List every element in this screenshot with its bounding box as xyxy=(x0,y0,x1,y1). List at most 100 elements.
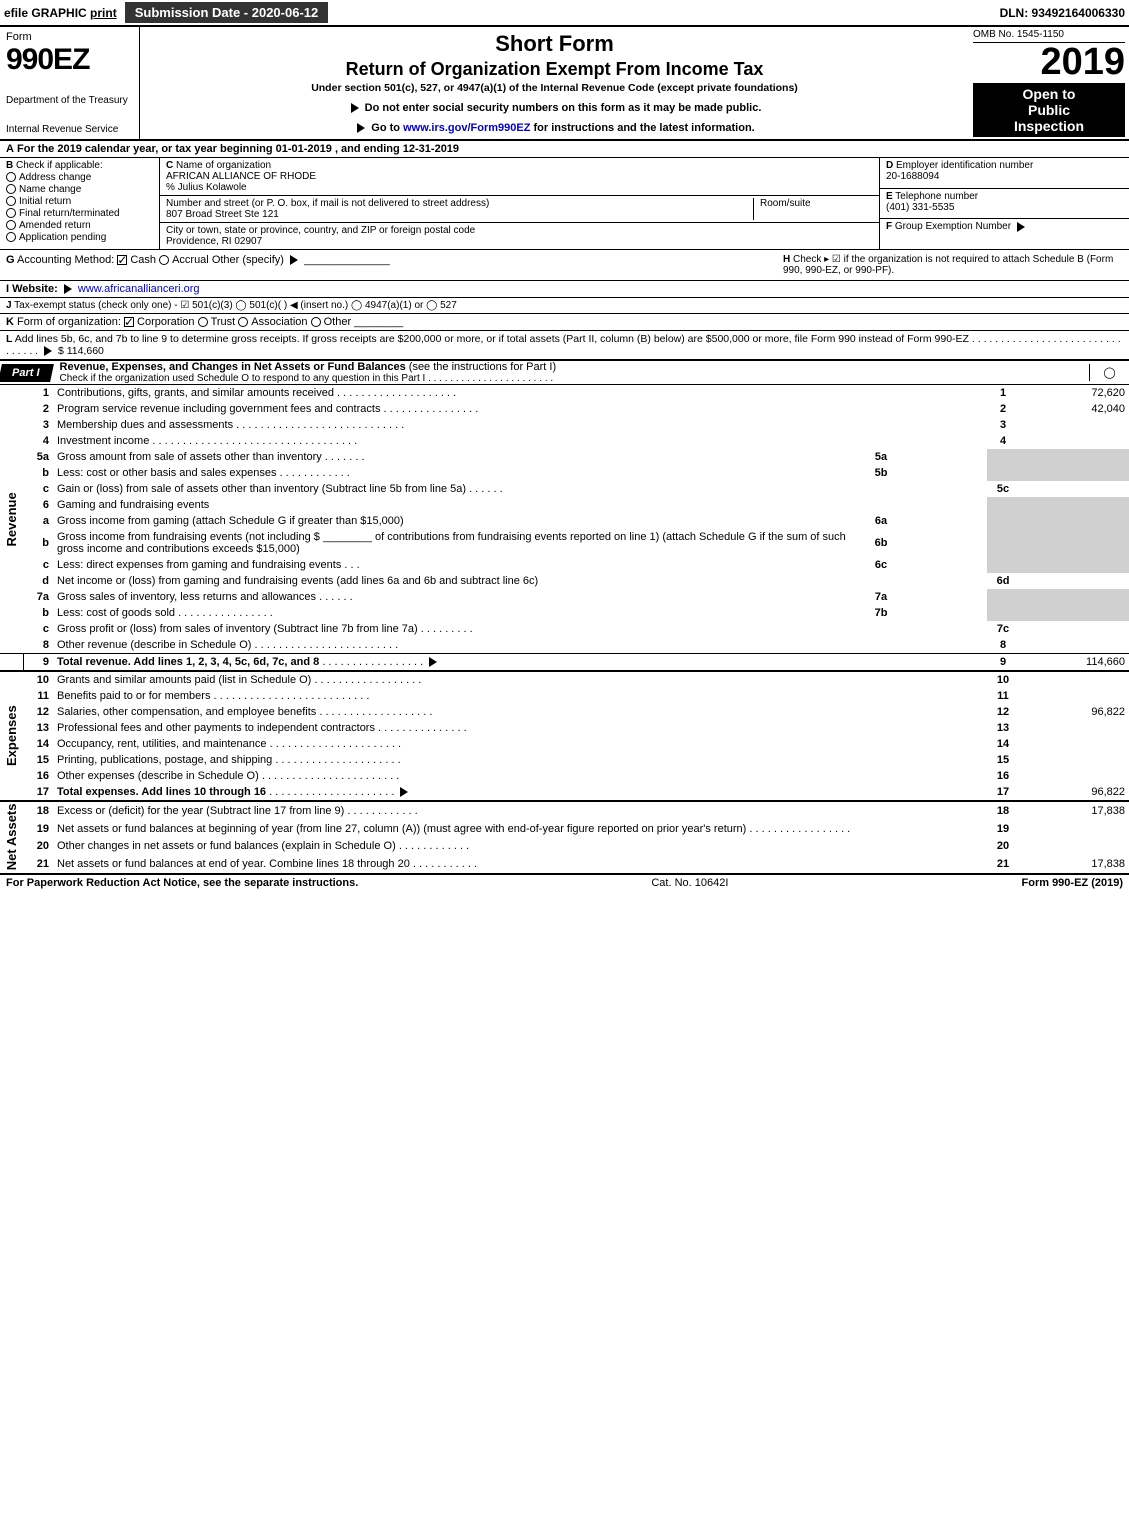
under-section: Under section 501(c), 527, or 4947(a)(1)… xyxy=(148,82,961,94)
line-10-value xyxy=(1019,671,1129,688)
table-row: 19 Net assets or fund balances at beginn… xyxy=(0,820,1129,838)
form-ref: Form 990-EZ (2019) xyxy=(1022,877,1124,889)
telephone: (401) 331-5535 xyxy=(886,202,954,213)
goto-line: Go to www.irs.gov/Form990EZ for instruct… xyxy=(148,122,961,134)
arrow-icon xyxy=(351,103,359,113)
table-row: 3 Membership dues and assessments . . . … xyxy=(0,417,1129,433)
table-row: 9 Total revenue. Add lines 1, 2, 3, 4, 5… xyxy=(0,654,1129,672)
table-row: 13 Professional fees and other payments … xyxy=(0,720,1129,736)
part-1-title: Revenue, Expenses, and Changes in Net As… xyxy=(60,361,1089,384)
irs-label: Internal Revenue Service xyxy=(6,124,133,135)
line-8-value xyxy=(1019,637,1129,654)
irs-link[interactable]: www.irs.gov/Form990EZ xyxy=(403,122,530,134)
efile-label: efile GRAPHIC print xyxy=(4,6,117,20)
table-row: 17 Total expenses. Add lines 10 through … xyxy=(0,784,1129,801)
part-1-tab: Part I xyxy=(0,364,53,382)
line-3-value xyxy=(1019,417,1129,433)
check-trust[interactable] xyxy=(198,317,208,327)
arrow-icon xyxy=(44,346,52,356)
tax-year: 2019 xyxy=(973,43,1125,81)
net-assets-side-label: Net Assets xyxy=(0,801,23,873)
line-1-value: 72,620 xyxy=(1019,385,1129,401)
schedule-b-check: Check ▸ ☑ if the organization is not req… xyxy=(783,254,1113,276)
line-21-value: 17,838 xyxy=(1019,855,1129,873)
table-row: 4 Investment income . . . . . . . . . . … xyxy=(0,433,1129,449)
table-row: 21 Net assets or fund balances at end of… xyxy=(0,855,1129,873)
row-gh: G Accounting Method: Cash Accrual Other … xyxy=(0,250,1129,281)
line-19-value xyxy=(1019,820,1129,838)
org-name: AFRICAN ALLIANCE OF RHODE xyxy=(166,171,316,182)
line-5c-value xyxy=(1019,481,1129,497)
lines-table: Revenue 1 Contributions, gifts, grants, … xyxy=(0,385,1129,874)
part-1-check[interactable]: ◯ xyxy=(1089,364,1129,381)
form-header: Form 990EZ Department of the Treasury In… xyxy=(0,27,1129,141)
table-row: 12 Salaries, other compensation, and emp… xyxy=(0,704,1129,720)
check-name-change[interactable] xyxy=(6,184,16,194)
header-mid: Short Form Return of Organization Exempt… xyxy=(140,27,969,139)
check-address-change[interactable] xyxy=(6,172,16,182)
open-to-public: Open to Public Inspection xyxy=(973,83,1125,137)
website-link[interactable]: www.africanallianceri.org xyxy=(78,283,200,295)
table-row: 7a Gross sales of inventory, less return… xyxy=(0,589,1129,605)
table-row: Expenses 10 Grants and similar amounts p… xyxy=(0,671,1129,688)
table-row: Net Assets 18 Excess or (deficit) for th… xyxy=(0,801,1129,820)
entity-info-row: B Check if applicable: Address change Na… xyxy=(0,158,1129,250)
ssn-warning: Do not enter social security numbers on … xyxy=(148,102,961,114)
table-row: c Gain or (loss) from sale of assets oth… xyxy=(0,481,1129,497)
line-16-value xyxy=(1019,768,1129,784)
street-address: 807 Broad Street Ste 121 xyxy=(166,209,279,220)
gross-receipts-amount: $ 114,660 xyxy=(58,345,104,357)
arrow-icon xyxy=(429,657,437,667)
check-initial-return[interactable] xyxy=(6,196,16,206)
check-final-return[interactable] xyxy=(6,208,16,218)
check-corporation[interactable] xyxy=(124,317,134,327)
return-org-title: Return of Organization Exempt From Incom… xyxy=(148,59,961,80)
line-17-value: 96,822 xyxy=(1019,784,1129,801)
part-1-header: Part I Revenue, Expenses, and Changes in… xyxy=(0,361,1129,385)
table-row: 6 Gaming and fundraising events xyxy=(0,497,1129,513)
check-accrual[interactable] xyxy=(159,255,169,265)
dln-label: DLN: 93492164006330 xyxy=(1000,6,1125,20)
table-row: 20 Other changes in net assets or fund b… xyxy=(0,837,1129,855)
form-word: Form xyxy=(6,31,133,43)
check-application-pending[interactable] xyxy=(6,232,16,242)
print-link[interactable]: print xyxy=(90,6,117,20)
line-12-value: 96,822 xyxy=(1019,704,1129,720)
line-9-value: 114,660 xyxy=(1019,654,1129,672)
check-other[interactable] xyxy=(311,317,321,327)
box-def: D Employer identification number 20-1688… xyxy=(879,158,1129,249)
table-row: 16 Other expenses (describe in Schedule … xyxy=(0,768,1129,784)
line-18-value: 17,838 xyxy=(1019,801,1129,820)
arrow-icon xyxy=(290,255,298,265)
line-7c-value xyxy=(1019,621,1129,637)
row-l-gross-receipts: L Add lines 5b, 6c, and 7b to line 9 to … xyxy=(0,331,1129,361)
header-right: OMB No. 1545-1150 2019 Open to Public In… xyxy=(969,27,1129,139)
dept-treasury: Department of the Treasury xyxy=(6,95,133,106)
form-code: 990EZ xyxy=(6,43,133,77)
care-of: % Julius Kolawole xyxy=(166,182,247,193)
arrow-icon xyxy=(64,284,72,294)
arrow-icon xyxy=(1017,222,1025,232)
line-4-value xyxy=(1019,433,1129,449)
submission-date-badge: Submission Date - 2020-06-12 xyxy=(125,2,329,23)
table-row: 15 Printing, publications, postage, and … xyxy=(0,752,1129,768)
check-cash[interactable] xyxy=(117,255,127,265)
table-row: Revenue 1 Contributions, gifts, grants, … xyxy=(0,385,1129,401)
cat-no: Cat. No. 10642I xyxy=(358,877,1021,889)
room-suite: Room/suite xyxy=(753,198,873,220)
table-row: d Net income or (loss) from gaming and f… xyxy=(0,573,1129,589)
line-11-value xyxy=(1019,688,1129,704)
check-amended-return[interactable] xyxy=(6,220,16,230)
line-6d-value xyxy=(1019,573,1129,589)
arrow-icon xyxy=(357,123,365,133)
table-row: 5a Gross amount from sale of assets othe… xyxy=(0,449,1129,465)
header-left: Form 990EZ Department of the Treasury In… xyxy=(0,27,140,139)
paperwork-notice: For Paperwork Reduction Act Notice, see … xyxy=(6,877,358,889)
line-a-tax-year: A For the 2019 calendar year, or tax yea… xyxy=(0,141,1129,158)
short-form-title: Short Form xyxy=(148,31,961,57)
table-row: b Less: cost of goods sold . . . . . . .… xyxy=(0,605,1129,621)
check-association[interactable] xyxy=(238,317,248,327)
revenue-side-label: Revenue xyxy=(0,385,23,654)
table-row: b Gross income from fundraising events (… xyxy=(0,529,1129,557)
line-13-value xyxy=(1019,720,1129,736)
